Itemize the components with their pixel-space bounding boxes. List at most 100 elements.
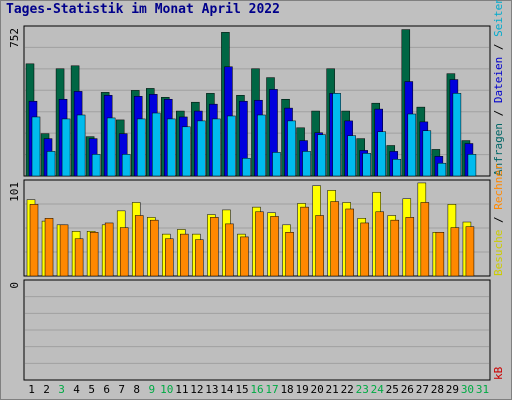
legend-anfragen: Anfragen (492, 123, 505, 176)
y-max-label: 101 (8, 182, 21, 202)
x-tick-label-day-5: 5 (88, 383, 95, 396)
legend-seiten: Seiten (492, 0, 505, 37)
page-title: Tages-Statistik im Monat April 2022 (6, 2, 280, 17)
bar-rechner-day-26 (405, 217, 415, 277)
legend-rechner: Rechner (492, 163, 505, 210)
bar-seiten-day-15 (242, 158, 251, 177)
panel-3 (23, 279, 491, 381)
bar-seiten-day-25 (392, 159, 402, 177)
legend-kb: kB (492, 366, 505, 380)
legend-separator: / (492, 210, 505, 230)
bar-rechner-day-25 (390, 219, 400, 277)
legend-separator: / (492, 103, 505, 123)
x-tick-label-day-10: 10 (160, 383, 173, 396)
bar-rechner-day-14 (225, 223, 234, 277)
legend-bottom: kB (492, 366, 505, 380)
x-tick-label-day-23: 23 (356, 383, 369, 396)
bar-rechner-day-12 (195, 239, 204, 277)
bar-seiten-day-13 (212, 118, 221, 177)
bar-rechner-day-27 (420, 202, 430, 277)
legend-dateien: Dateien (492, 57, 505, 103)
legend-top-text: Anfragen / Dateien / Seiten (492, 0, 505, 176)
x-tick-label-day-24: 24 (371, 383, 385, 396)
y-max-label: 752 (8, 28, 21, 48)
legend-middle: Besuche / Rechner (492, 163, 505, 276)
x-tick-label-day-3: 3 (58, 383, 65, 396)
x-tick-label-day-18: 18 (280, 383, 293, 396)
bar-seiten-day-16 (257, 114, 266, 177)
bar-rechner-day-8 (134, 215, 144, 277)
bar-seiten-day-23 (362, 153, 371, 177)
bar-rechner-day-3 (59, 224, 69, 277)
bar-seiten-day-7 (121, 154, 131, 177)
x-tick-label-day-31: 31 (476, 383, 489, 396)
bar-seiten-day-11 (182, 126, 191, 177)
bar-rechner-day-24 (375, 211, 384, 277)
x-tick-label-day-17: 17 (265, 383, 278, 396)
bar-rechner-day-4 (74, 238, 84, 277)
x-tick-label-day-13: 13 (205, 383, 218, 396)
bar-rechner-day-5 (89, 232, 99, 277)
legend-top: Anfragen / Dateien / Seiten (492, 0, 505, 176)
x-tick-label-day-2: 2 (43, 383, 50, 396)
bar-rechner-day-19 (300, 206, 309, 277)
bar-seiten-day-18 (287, 120, 296, 177)
bar-rechner-day-30 (465, 226, 475, 277)
bar-seiten-day-22 (347, 135, 356, 177)
bar-rechner-day-15 (240, 236, 249, 277)
x-tick-label-day-19: 19 (295, 383, 308, 396)
x-tick-label-day-7: 7 (118, 383, 125, 396)
bar-seiten-day-21 (332, 93, 341, 177)
x-tick-label-day-27: 27 (416, 383, 429, 396)
bar-rechner-day-2 (44, 218, 54, 277)
x-tick-label-day-28: 28 (431, 383, 444, 396)
x-tick-label-day-25: 25 (386, 383, 399, 396)
bar-seiten-day-17 (272, 152, 281, 177)
bar-rechner-day-23 (360, 222, 369, 277)
x-tick-label-day-29: 29 (446, 383, 459, 396)
y-max-label: 0 (8, 282, 21, 289)
x-tick-label-day-21: 21 (326, 383, 339, 396)
bar-seiten-day-12 (197, 120, 206, 177)
bar-seiten-day-5 (91, 154, 101, 177)
x-tick-label-day-9: 9 (148, 383, 155, 396)
bar-rechner-day-28 (435, 232, 445, 277)
x-tick-label-day-26: 26 (401, 383, 414, 396)
legend-bottom-text: kB (492, 366, 505, 380)
bar-seiten-day-29 (452, 93, 462, 177)
bar-rechner-day-9 (150, 219, 159, 277)
bar-seiten-day-1 (31, 116, 41, 177)
x-tick-label-day-8: 8 (133, 383, 140, 396)
bar-seiten-day-20 (317, 134, 326, 177)
x-tick-label-day-11: 11 (175, 383, 188, 396)
bar-rechner-day-16 (255, 211, 264, 277)
x-tick-label-day-30: 30 (461, 383, 474, 396)
bar-rechner-day-22 (345, 208, 354, 277)
x-tick-label-day-20: 20 (311, 383, 324, 396)
x-tick-label-day-6: 6 (103, 383, 110, 396)
bar-seiten-day-8 (136, 118, 146, 177)
bar-seiten-day-9 (152, 112, 161, 177)
bar-seiten-day-27 (422, 130, 432, 177)
bar-rechner-day-13 (210, 217, 219, 277)
bar-seiten-day-19 (302, 151, 311, 177)
bar-seiten-day-28 (437, 162, 447, 177)
bar-seiten-day-10 (167, 118, 176, 177)
legend-separator: / (492, 37, 505, 57)
bar-seiten-day-2 (46, 151, 56, 177)
x-tick-label-day-1: 1 (28, 383, 35, 396)
x-tick-label-day-16: 16 (250, 383, 263, 396)
x-tick-label-day-4: 4 (73, 383, 80, 396)
x-tick-label-day-22: 22 (341, 383, 354, 396)
bar-rechner-day-21 (330, 201, 339, 277)
bar-rechner-day-6 (104, 222, 114, 277)
x-tick-label-day-15: 15 (235, 383, 248, 396)
bar-rechner-day-10 (165, 238, 174, 277)
bar-rechner-day-11 (180, 233, 189, 277)
bar-seiten-day-6 (106, 117, 116, 177)
bar-rechner-day-20 (315, 215, 324, 277)
legend-besuche: Besuche (492, 230, 505, 276)
bar-seiten-day-3 (61, 118, 71, 177)
